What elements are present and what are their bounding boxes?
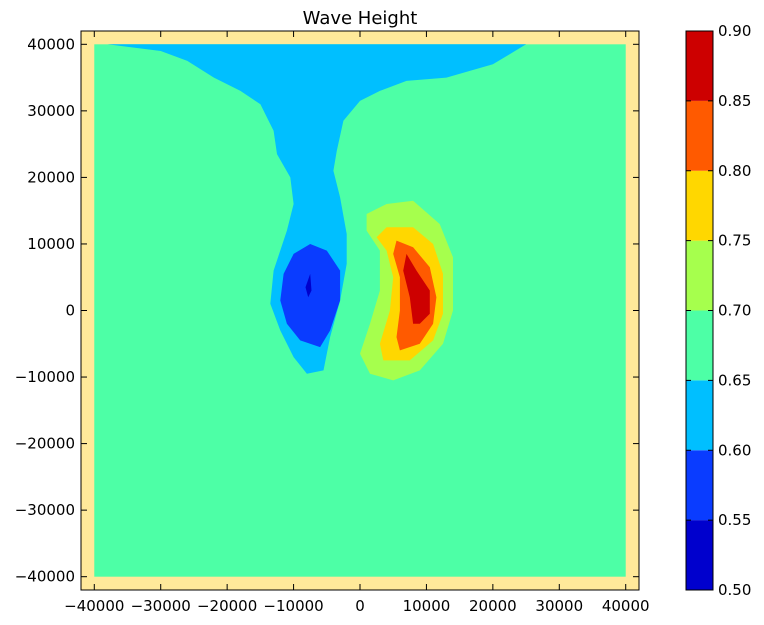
x-tick-label: 40000 [602, 597, 650, 615]
x-tick-label: −10000 [263, 597, 323, 615]
x-tick-label: 10000 [403, 597, 451, 615]
contour-regions [107, 44, 527, 381]
colorbar-band [686, 240, 713, 311]
x-tick-label: −30000 [131, 597, 191, 615]
y-tick-label: −20000 [15, 435, 75, 453]
colorbar-band [686, 170, 713, 241]
x-tick-label: 30000 [535, 597, 583, 615]
y-tick-label: 20000 [27, 168, 75, 186]
contour-region-band-0.50-0.55 [305, 273, 312, 298]
y-tick-label: −10000 [15, 368, 75, 386]
colorbar-tick-label: 0.85 [718, 92, 751, 110]
colorbar-band [686, 380, 713, 451]
colorbar-band [686, 100, 713, 171]
y-tick-label: 40000 [27, 35, 75, 53]
chart-title: Wave Height [303, 8, 418, 29]
colorbar-band [686, 520, 713, 590]
x-tick-label: −20000 [197, 597, 257, 615]
y-tick-label: −30000 [15, 501, 75, 519]
y-tick-label: 10000 [27, 235, 75, 253]
colorbar-tick-label: 0.50 [718, 581, 751, 599]
contour-region-band-0.55-0.60 [280, 244, 341, 348]
colorbar-band [686, 310, 713, 381]
colorbar-band [686, 31, 713, 101]
y-tick-label: 30000 [27, 102, 75, 120]
colorbar-tick-label: 0.75 [718, 232, 751, 250]
x-tick-label: −40000 [64, 597, 124, 615]
base-field-0.65-0.70 [94, 44, 626, 577]
x-tick-label: 20000 [469, 597, 517, 615]
colorbar-tick-label: 0.90 [718, 22, 751, 40]
colorbar-tick-label: 0.55 [718, 511, 751, 529]
colorbar: 0.50 0.55 0.60 0.65 0.70 0.75 0.80 0.85 0.90 [685, 22, 751, 599]
contour-region-band-0.60-0.65 [107, 44, 527, 374]
contour-region-band-0.85-0.90 [403, 253, 430, 324]
colorbar-band [686, 450, 713, 521]
x-axis: −40000 −30000 −20000 −10000 0 10000 20000 30000… [64, 31, 650, 615]
y-tick-label: −40000 [15, 568, 75, 586]
colorbar-tick-label: 0.80 [718, 162, 751, 180]
colorbar-tick-label: 0.65 [718, 371, 751, 389]
plot-area: −40000 −30000 −20000 −10000 0 10000 20000 30000… [15, 30, 650, 615]
y-axis: 40000 30000 20000 10000 0 −10000 −20000 −30000 −… [15, 35, 639, 586]
colorbar-tick-label: 0.60 [718, 441, 751, 459]
colorbar-tick-label: 0.70 [718, 302, 751, 320]
x-tick-label: 0 [355, 597, 365, 615]
y-tick-label: 0 [65, 302, 75, 320]
